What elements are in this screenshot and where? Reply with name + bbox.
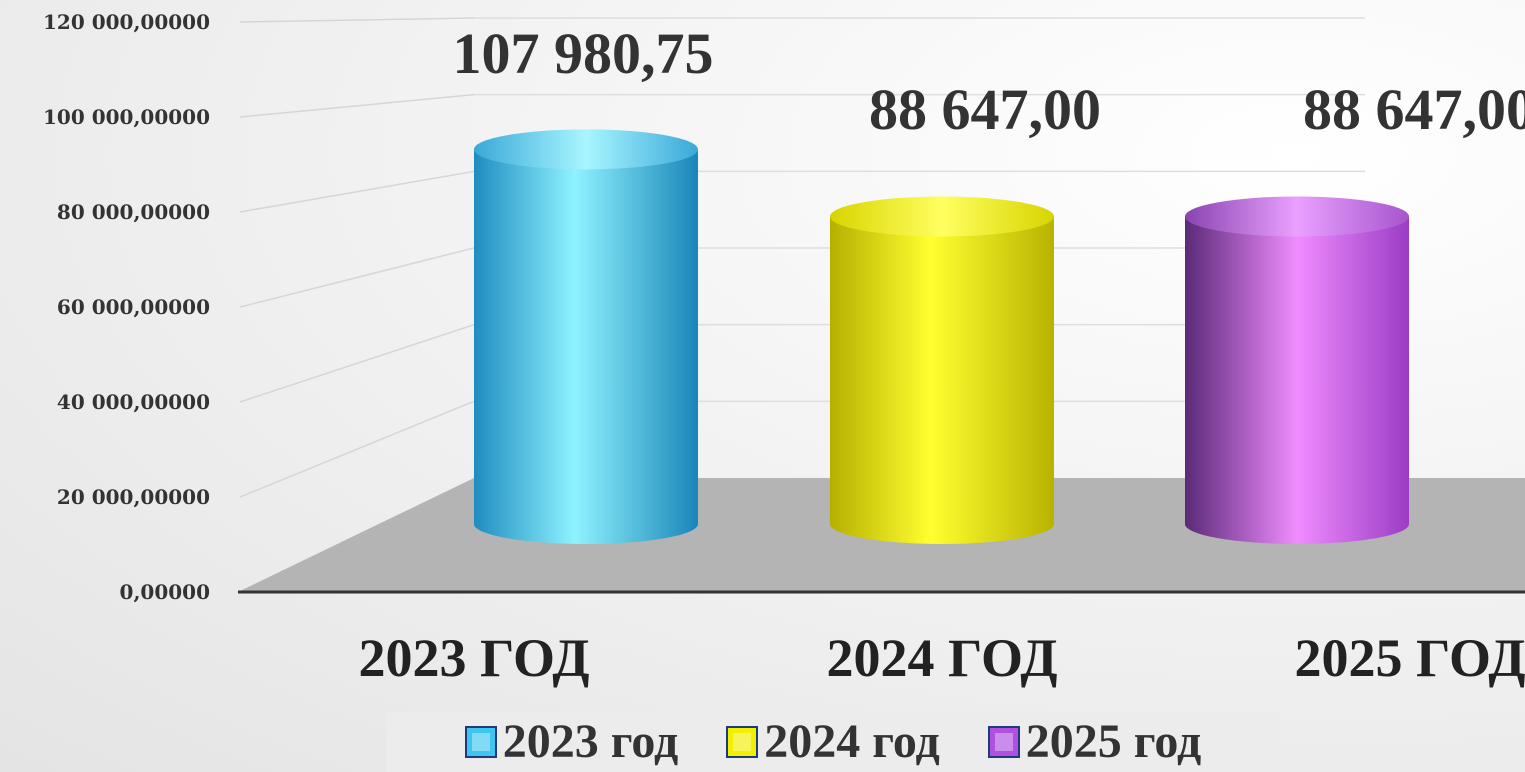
bar-top — [830, 196, 1054, 237]
data-label: 88 647,00 — [869, 77, 1101, 142]
gridline-side — [239, 93, 475, 118]
bar-body — [830, 216, 1054, 544]
legend-label-2023: 2023 год — [502, 715, 679, 768]
x-category-label: 2025 ГОД — [1295, 628, 1525, 688]
legend-item-2023: 2023 год — [464, 715, 679, 768]
bar-3 — [1185, 196, 1409, 544]
legend-swatch-2024 — [726, 726, 759, 758]
bar-2 — [830, 196, 1054, 544]
y-tick-label: 100 000,00000 — [43, 105, 210, 129]
y-tick-label: 20 000,00000 — [57, 485, 210, 509]
y-tick-label: 40 000,00000 — [57, 390, 210, 414]
legend-label-2024: 2024 год — [764, 715, 940, 768]
data-label: 88 647,00 — [1303, 77, 1525, 142]
legend-item-2025: 2025 год — [987, 715, 1202, 768]
bar-top — [474, 129, 698, 170]
legend-label-2025: 2025 год — [1025, 715, 1202, 768]
data-label: 107 980,75 — [453, 21, 714, 86]
legend-swatch-2023 — [464, 726, 497, 758]
bar-body — [474, 149, 698, 545]
gridline-side — [239, 17, 475, 23]
x-category-label: 2024 ГОД — [827, 628, 1058, 688]
legend-item-2024: 2024 год — [726, 718, 940, 766]
y-tick-label: 120 000,00000 — [43, 10, 210, 34]
x-category-label: 2023 ГОД — [359, 628, 590, 688]
y-tick-label: 0,00000 — [120, 580, 210, 604]
bar-body — [1185, 216, 1409, 544]
gridline-side — [239, 247, 475, 308]
y-tick-label: 80 000,00000 — [57, 200, 210, 224]
legend-swatch-2025 — [987, 726, 1020, 758]
gridline-side — [239, 400, 475, 498]
y-tick-label: 60 000,00000 — [57, 295, 210, 319]
gridline-side — [239, 323, 475, 403]
bar-top — [1185, 196, 1409, 237]
gridline-side — [239, 170, 475, 213]
legend: 2023 год 2024 год 2025 год — [386, 712, 1280, 772]
bar-1 — [474, 129, 698, 545]
